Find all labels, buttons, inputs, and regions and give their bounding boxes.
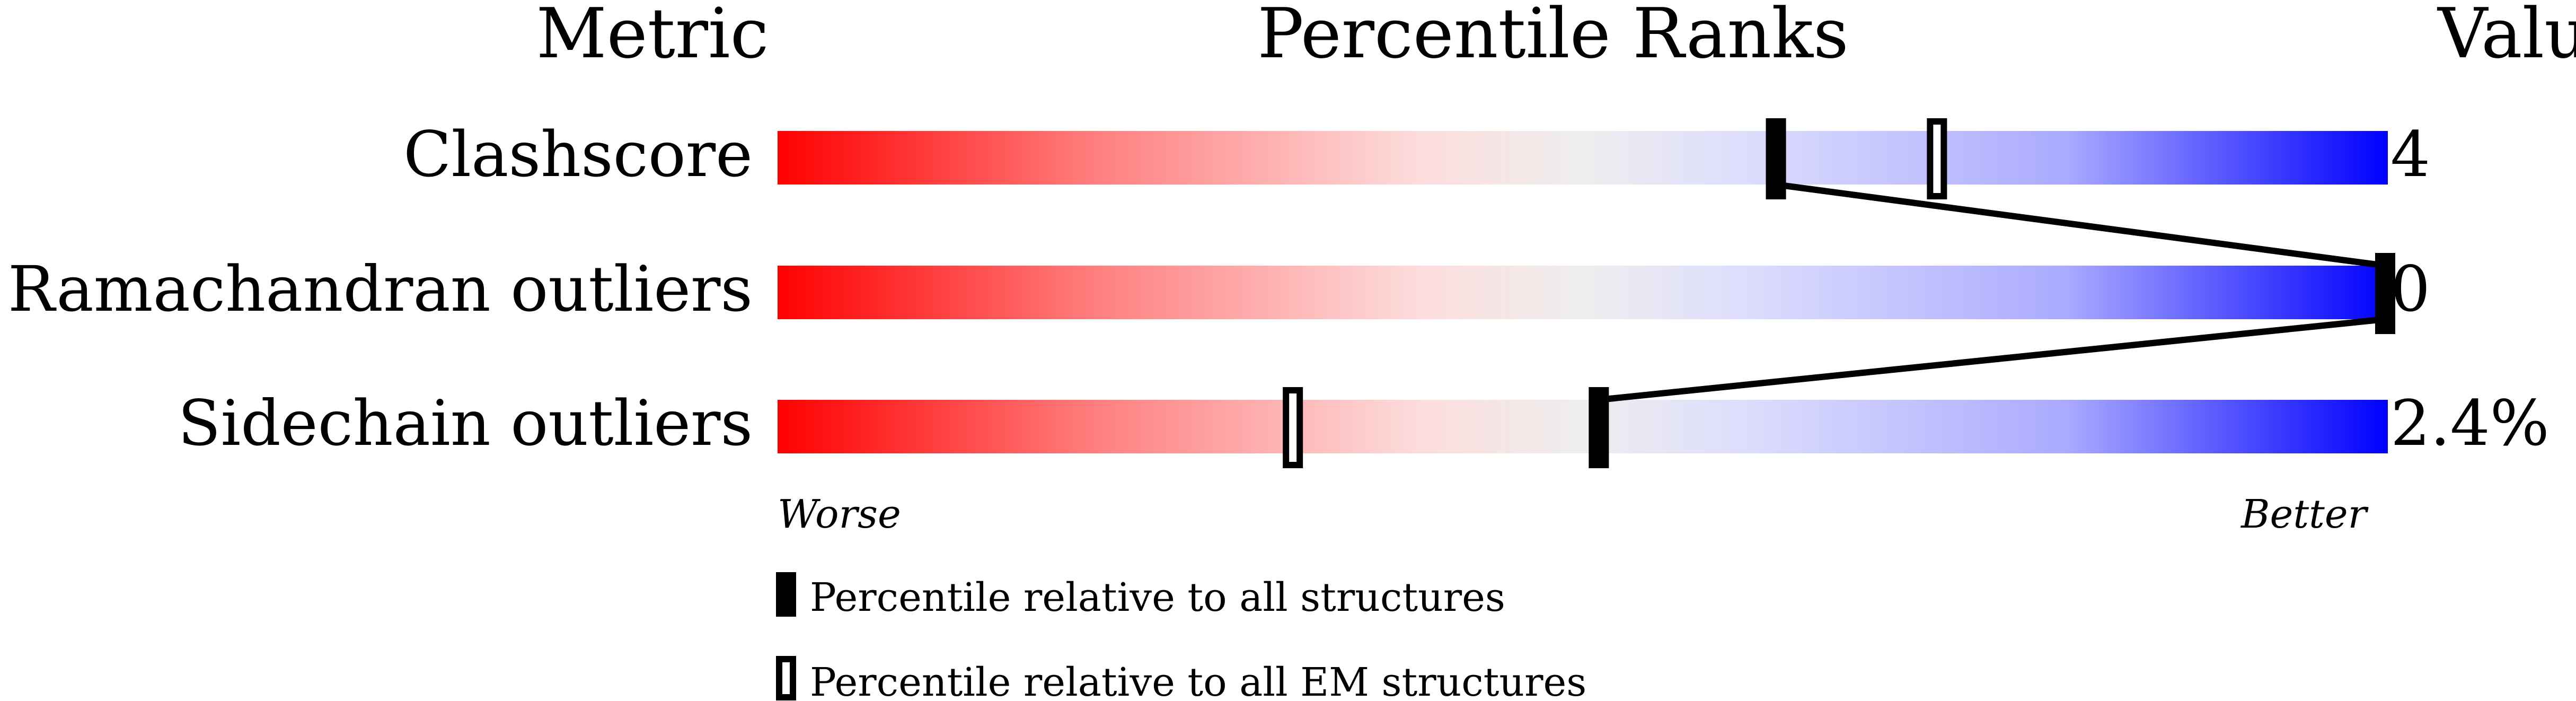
legend-open-marker-icon — [776, 656, 796, 700]
legend-filled-marker-icon — [776, 572, 796, 617]
connector-line — [1775, 181, 2386, 269]
percentile-bar — [778, 131, 2388, 185]
metric-value: 2.4% — [2390, 387, 2549, 460]
metric-value: 4 — [2390, 118, 2430, 191]
em-percentile-marker — [1927, 118, 1947, 199]
metric-value: 0 — [2390, 252, 2430, 326]
percentile-bar — [778, 266, 2388, 319]
metric-label: Sidechain outliers — [178, 387, 753, 460]
percentile-bar — [778, 400, 2388, 453]
header-percentile-ranks: Percentile Ranks — [1257, 0, 1848, 74]
legend-label-all: Percentile relative to all structures — [810, 575, 1505, 620]
legend-label-em: Percentile relative to all EM structures — [810, 660, 1586, 701]
connector-line — [1598, 316, 2386, 403]
axis-label-worse: Worse — [778, 492, 901, 537]
metric-label: Ramachandran outliers — [8, 252, 753, 326]
axis-label-better: Better — [2240, 492, 2369, 537]
header-value: Value — [2437, 0, 2576, 74]
metric-label: Clashscore — [403, 118, 753, 191]
em-percentile-marker — [1283, 387, 1303, 468]
header-metric: Metric — [536, 0, 769, 74]
